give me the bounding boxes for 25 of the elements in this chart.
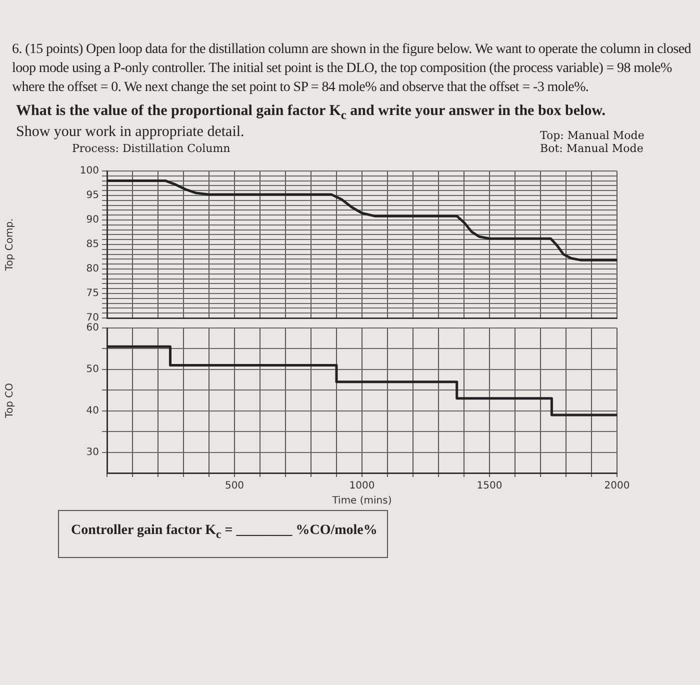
y-tick-label: 95	[86, 190, 99, 202]
text: Top: Manual Mode	[540, 129, 644, 142]
x-tick-label: 1000	[349, 480, 375, 492]
y-tick-label: 90	[86, 214, 99, 226]
y-tick-label: 75	[86, 288, 99, 300]
y-tick-label: 70	[86, 312, 99, 324]
y-tick-label: 100	[80, 166, 99, 177]
text: Bot: Manual Mode	[540, 142, 644, 155]
y-tick-label: 30	[86, 446, 99, 458]
y-tick-label: 60	[86, 322, 99, 334]
x-tick-label: 500	[224, 480, 244, 492]
x-tick-label: 1500	[476, 480, 502, 492]
y-tick-label: 40	[86, 405, 99, 416]
y-tick-label: 85	[86, 239, 99, 250]
y-tick-label: 80	[86, 264, 99, 275]
chart-title: Process: Distillation Column	[72, 142, 230, 155]
text: 6. (15 points) Open loop data for the distillation column are shown in the figure below. We want to operate the column in closed loop mode using a P-only controller. The initial set point is the DLO, the top composition (the process variable) = 98 mole% where the offset = 0. We next change the set point to SP = 84 mole% and observe that the offset = -3 mole%.	[12, 41, 692, 97]
x-tick-label: 2000	[604, 480, 630, 492]
y-axis-title: Top CO	[4, 382, 16, 419]
y-axis-title: Top Comp.	[4, 218, 16, 272]
text: Controller gain factor K$_{c}$ = ________ %CO/mole%	[71, 523, 378, 541]
y-tick-label: 50	[86, 364, 99, 376]
text: Show your work in appropriate detail.	[16, 124, 244, 141]
x-axis-title: Time (mins)	[331, 496, 392, 507]
text: What is the value of the proportional gain factor K$_{c}$ and write your answer in the box below.	[16, 103, 606, 123]
